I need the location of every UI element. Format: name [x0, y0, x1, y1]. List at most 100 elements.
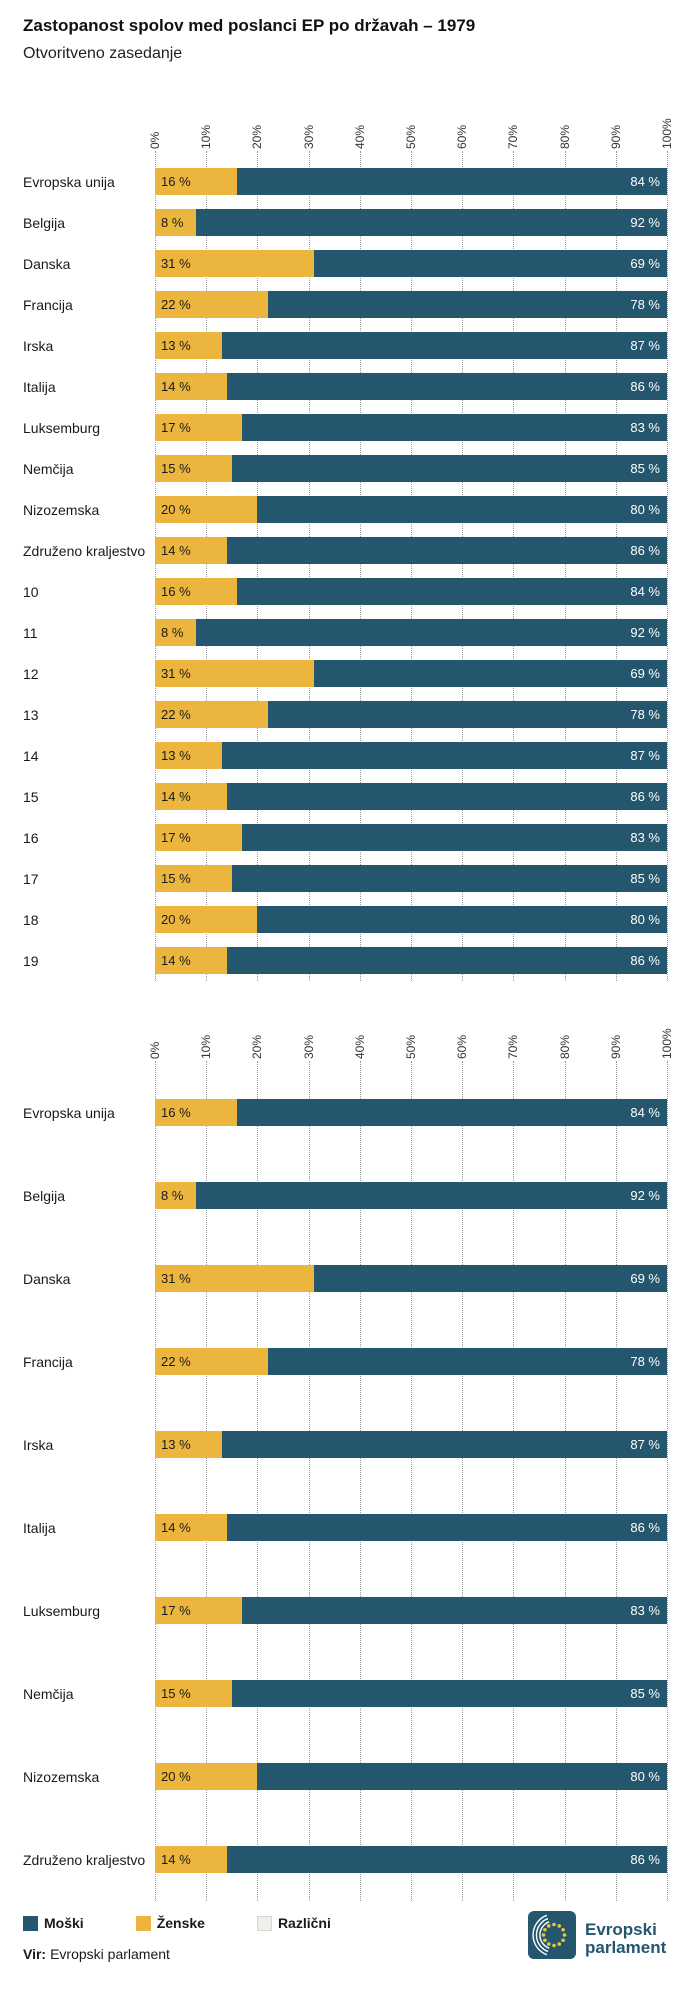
bar-row: Irska 13 % 87 %	[0, 1403, 700, 1486]
category-label: Danska	[23, 1270, 71, 1287]
bar-row: Irska 13 % 87 %	[0, 325, 700, 366]
category-label: Francija	[23, 1353, 73, 1370]
bar-track: 31 % 69 %	[155, 1265, 667, 1293]
gridline	[667, 1061, 668, 1902]
bar-segment-men: 69 %	[313, 1265, 667, 1293]
bar-segment-men: 86 %	[226, 373, 667, 401]
chart-top: 0% 10% 20% 30% 40% 50% 60% 70% 80% 90% 100% Evrops…	[0, 101, 700, 982]
x-tick-label: 40%	[352, 1035, 367, 1060]
category-label: Italija	[23, 378, 56, 395]
gridline	[667, 151, 668, 982]
value-label-women: 31 %	[161, 666, 191, 682]
bar-segment-men: 87 %	[221, 1431, 667, 1459]
category-label: Irska	[23, 1436, 54, 1453]
category-label: 10	[23, 583, 39, 600]
value-label-men: 83 %	[630, 1603, 660, 1619]
bar-segment-women: 31 %	[155, 250, 314, 278]
ep-logo-graphic: Evropski parlament	[528, 1911, 667, 1960]
bar-track: 17 % 83 %	[155, 1597, 667, 1625]
category-label: 15	[23, 788, 39, 805]
x-tick-label: 50%	[404, 1035, 418, 1060]
value-label-women: 14 %	[161, 789, 191, 805]
category-label: 11	[23, 624, 38, 641]
bar-segment-women: 22 %	[155, 291, 268, 319]
bar-segment-men: 92 %	[195, 619, 667, 647]
bar-track: 13 % 87 %	[155, 1431, 667, 1459]
gridline	[513, 151, 515, 982]
gridline	[359, 1061, 361, 1902]
category-label: Luksemburg	[23, 419, 101, 436]
x-axis: 0% 10% 20% 30% 40% 50% 60% 70% 80% 90% 100%	[148, 1011, 674, 1061]
bar-segment-men: 92 %	[195, 209, 667, 237]
bar-segment-men: 69 %	[313, 250, 667, 278]
bar-track: 17 % 83 %	[155, 414, 667, 442]
bar-row: 15 14 % 86 %	[0, 776, 700, 817]
bar-track: 20 % 80 %	[155, 496, 667, 524]
category-label: 17	[23, 870, 39, 887]
category-label: 19	[23, 952, 39, 969]
bar-segment-men: 80 %	[257, 906, 667, 934]
value-label-men: 87 %	[630, 1437, 660, 1453]
bar-segment-men: 92 %	[195, 1182, 667, 1210]
bar-segment-men: 87 %	[221, 742, 667, 770]
bar-row: 14 13 % 87 %	[0, 735, 700, 776]
source-label: Vir:	[23, 1946, 47, 1963]
gridline	[308, 1061, 310, 1902]
value-label-women: 20 %	[161, 502, 191, 518]
bar-segment-men: 69 %	[313, 660, 667, 688]
category-label: Luksemburg	[23, 1602, 101, 1619]
x-tick-label: 100%	[660, 1028, 674, 1060]
page-subtitle: Otvoritveno zasedanje	[23, 45, 183, 63]
x-tick-label: 70%	[506, 125, 521, 150]
value-label-men: 87 %	[630, 748, 660, 764]
bar-row: Evropska unija 16 % 84 %	[0, 161, 700, 202]
gridline	[411, 151, 412, 982]
bar-row: Nemčija 15 % 85 %	[0, 448, 700, 489]
logo-text-line2: parlament	[585, 1938, 667, 1957]
x-tick-label: 20%	[250, 125, 265, 150]
source-text: Evropski parlament	[50, 1946, 170, 1963]
bar-segment-women: 15 %	[155, 865, 232, 893]
value-label-women: 8 %	[161, 215, 184, 231]
ep-logo: Evropski parlament	[528, 1909, 678, 1966]
category-label: 13	[23, 706, 39, 723]
legend-label: Različni	[277, 1915, 331, 1932]
gridline	[615, 1061, 617, 1902]
value-label-women: 20 %	[161, 912, 191, 928]
x-tick-label: 80%	[557, 125, 572, 150]
bar-segment-women: 8 %	[155, 209, 196, 237]
bar-track: 15 % 85 %	[155, 455, 667, 483]
bar-track: 8 % 92 %	[155, 619, 667, 647]
bar-row: 19 14 % 86 %	[0, 940, 700, 981]
value-label-women: 22 %	[161, 1354, 191, 1370]
bar-segment-women: 22 %	[155, 1348, 268, 1376]
bar-segment-men: 84 %	[236, 578, 667, 606]
value-label-women: 16 %	[161, 174, 191, 190]
legend: Moški Ženske Različni	[23, 1915, 700, 1931]
bar-segment-women: 14 %	[155, 373, 227, 401]
value-label-men: 86 %	[630, 789, 660, 805]
bar-track: 22 % 78 %	[155, 1348, 667, 1376]
value-label-men: 78 %	[630, 297, 660, 313]
bar-row: 17 15 % 85 %	[0, 858, 700, 899]
x-tick-label: 30%	[301, 125, 316, 150]
category-label: Evropska unija	[23, 173, 115, 190]
value-label-women: 14 %	[161, 1852, 191, 1868]
value-label-men: 86 %	[630, 953, 660, 969]
bar-track: 16 % 84 %	[155, 1099, 667, 1127]
bar-track: 13 % 87 %	[155, 332, 667, 360]
bar-track: 14 % 86 %	[155, 537, 667, 565]
value-label-men: 80 %	[630, 502, 660, 518]
page-title: Zastopanost spolov med poslanci EP po dr…	[23, 16, 476, 35]
value-label-men: 69 %	[630, 666, 660, 682]
x-tick-label: 20%	[250, 1035, 265, 1060]
value-label-women: 14 %	[161, 1520, 191, 1536]
bar-row: Francija 22 % 78 %	[0, 1320, 700, 1403]
gridline	[462, 151, 464, 982]
category-label: Združeno kraljestvo	[23, 542, 146, 559]
value-label-men: 92 %	[630, 215, 660, 231]
bar-row: Nizozemska 20 % 80 %	[0, 1735, 700, 1818]
value-label-men: 86 %	[630, 1852, 660, 1868]
x-tick-label: 60%	[455, 125, 470, 150]
